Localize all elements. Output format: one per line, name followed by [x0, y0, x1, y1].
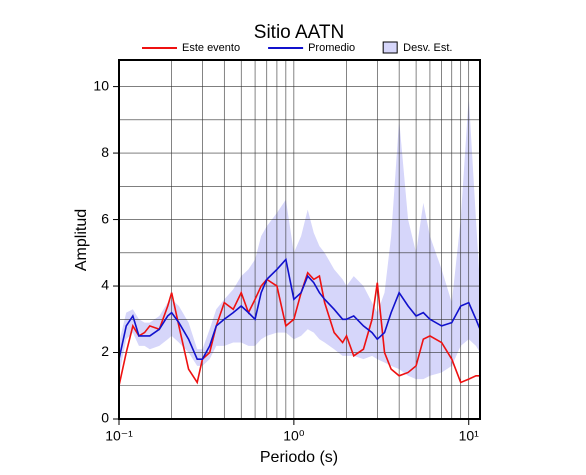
x-tick-label: 10⁻¹ [105, 428, 133, 444]
plot-area [118, 60, 481, 420]
y-tick-label: 0 [101, 410, 109, 426]
y-tick-label: 8 [101, 144, 109, 160]
plot-frame [118, 59, 481, 420]
legend-label: Promedio [308, 42, 355, 54]
legend-swatch [382, 41, 398, 54]
series-line [118, 271, 480, 386]
y-tick-label: 10 [93, 77, 109, 93]
chart-title: Sitio AATN [254, 22, 344, 43]
y-tick-label: 4 [101, 277, 109, 293]
legend-label: Este evento [182, 42, 240, 54]
y-tick-label: 6 [101, 210, 109, 226]
x-tick-label: 10⁰ [283, 428, 305, 444]
series-line [118, 257, 481, 360]
y-axis-label: Amplitud [73, 209, 90, 271]
y-tick-label: 2 [101, 343, 109, 359]
x-axis-label: Periodo (s) [260, 449, 338, 466]
legend-label: Desv. Est. [403, 42, 452, 54]
x-tick-label: 10¹ [459, 428, 480, 444]
std-band [119, 96, 480, 380]
